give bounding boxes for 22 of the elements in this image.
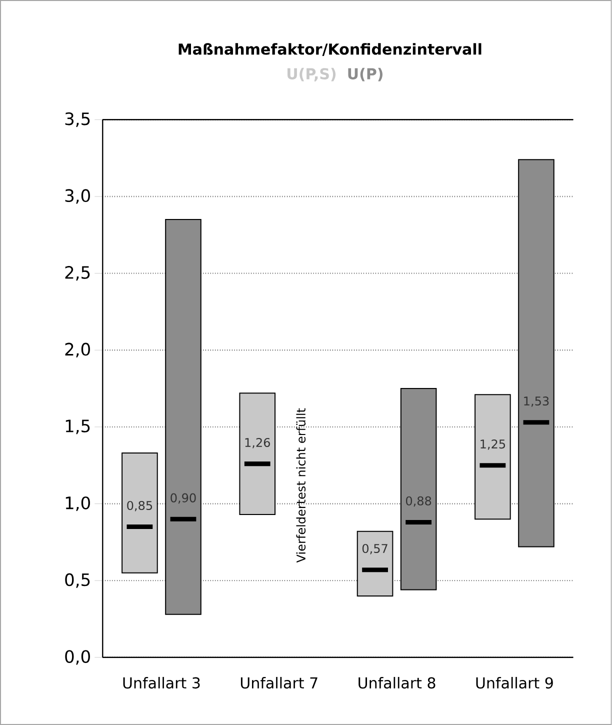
annotation: 1,25 bbox=[480, 439, 506, 450]
x-tick-label: Unfallart 7 bbox=[241, 676, 318, 689]
annotation: 0,88 bbox=[406, 496, 432, 507]
chart-title: Maßnahmefaktor/Konfidenzintervall bbox=[178, 43, 482, 56]
y-tick-label: 3,0 bbox=[65, 189, 90, 204]
annotation: 0,85 bbox=[127, 500, 152, 512]
y-tick-label: 3,5 bbox=[65, 112, 90, 127]
annotation: 0,90 bbox=[170, 493, 196, 504]
y-tick-label: 1,5 bbox=[66, 420, 90, 434]
annotation: 1,53 bbox=[524, 396, 549, 407]
text: U(P) bbox=[348, 68, 383, 82]
annotation: 1,26 bbox=[245, 438, 270, 448]
y-tick-label: 0,5 bbox=[65, 573, 90, 588]
x-tick-label: Unfallart 9 bbox=[476, 676, 553, 689]
y-tick-label: 2,0 bbox=[65, 342, 90, 358]
annotation: 0,57 bbox=[362, 544, 388, 554]
x-tick-label: Unfallart 8 bbox=[358, 676, 436, 689]
y-tick-label: 0,0 bbox=[65, 650, 90, 665]
y-tick-label: 2,5 bbox=[65, 266, 90, 281]
x-tick-label: Unfallart 3 bbox=[123, 676, 200, 689]
annotation: Vierfeldertest nicht erfüllt bbox=[296, 408, 306, 563]
y-tick-label: 1,0 bbox=[66, 496, 90, 512]
